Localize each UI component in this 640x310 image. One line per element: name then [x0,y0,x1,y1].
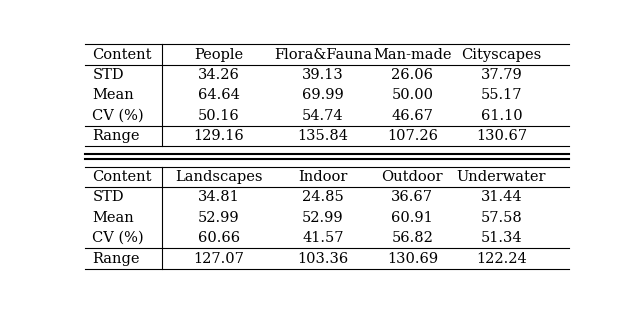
Text: 26.06: 26.06 [391,68,433,82]
Text: 34.81: 34.81 [198,190,240,204]
Text: 36.67: 36.67 [391,190,433,204]
Text: CV (%): CV (%) [92,231,144,245]
Text: Range: Range [92,251,140,266]
Text: 130.67: 130.67 [476,129,527,143]
Text: 127.07: 127.07 [193,251,244,266]
Text: 107.26: 107.26 [387,129,438,143]
Text: 37.79: 37.79 [481,68,522,82]
Text: 41.57: 41.57 [302,231,344,245]
Text: 135.84: 135.84 [298,129,349,143]
Text: 52.99: 52.99 [302,211,344,225]
Text: Indoor: Indoor [298,170,348,184]
Text: Man-made: Man-made [373,47,452,62]
Text: 122.24: 122.24 [476,251,527,266]
Text: Underwater: Underwater [457,170,547,184]
Text: 51.34: 51.34 [481,231,522,245]
Text: Mean: Mean [92,88,134,102]
Text: 39.13: 39.13 [302,68,344,82]
Text: 34.26: 34.26 [198,68,240,82]
Text: Flora&Fauna: Flora&Fauna [274,47,372,62]
Text: Content: Content [92,170,152,184]
Text: STD: STD [92,190,124,204]
Text: Mean: Mean [92,211,134,225]
Text: 69.99: 69.99 [302,88,344,102]
Text: Outdoor: Outdoor [381,170,443,184]
Text: 54.74: 54.74 [302,109,344,123]
Text: 60.66: 60.66 [198,231,240,245]
Text: Content: Content [92,47,152,62]
Text: 31.44: 31.44 [481,190,522,204]
Text: Cityscapes: Cityscapes [461,47,541,62]
Text: Landscapes: Landscapes [175,170,262,184]
Text: 56.82: 56.82 [392,231,433,245]
Text: 60.91: 60.91 [392,211,433,225]
Text: 57.58: 57.58 [481,211,522,225]
Text: Range: Range [92,129,140,143]
Text: 50.00: 50.00 [391,88,433,102]
Text: CV (%): CV (%) [92,109,144,123]
Text: 52.99: 52.99 [198,211,240,225]
Text: 129.16: 129.16 [193,129,244,143]
Text: 64.64: 64.64 [198,88,240,102]
Text: 24.85: 24.85 [302,190,344,204]
Text: 55.17: 55.17 [481,88,522,102]
Text: 61.10: 61.10 [481,109,522,123]
Text: 103.36: 103.36 [298,251,349,266]
Text: 50.16: 50.16 [198,109,240,123]
Text: 130.69: 130.69 [387,251,438,266]
Text: People: People [195,47,243,62]
Text: 46.67: 46.67 [392,109,433,123]
Text: STD: STD [92,68,124,82]
